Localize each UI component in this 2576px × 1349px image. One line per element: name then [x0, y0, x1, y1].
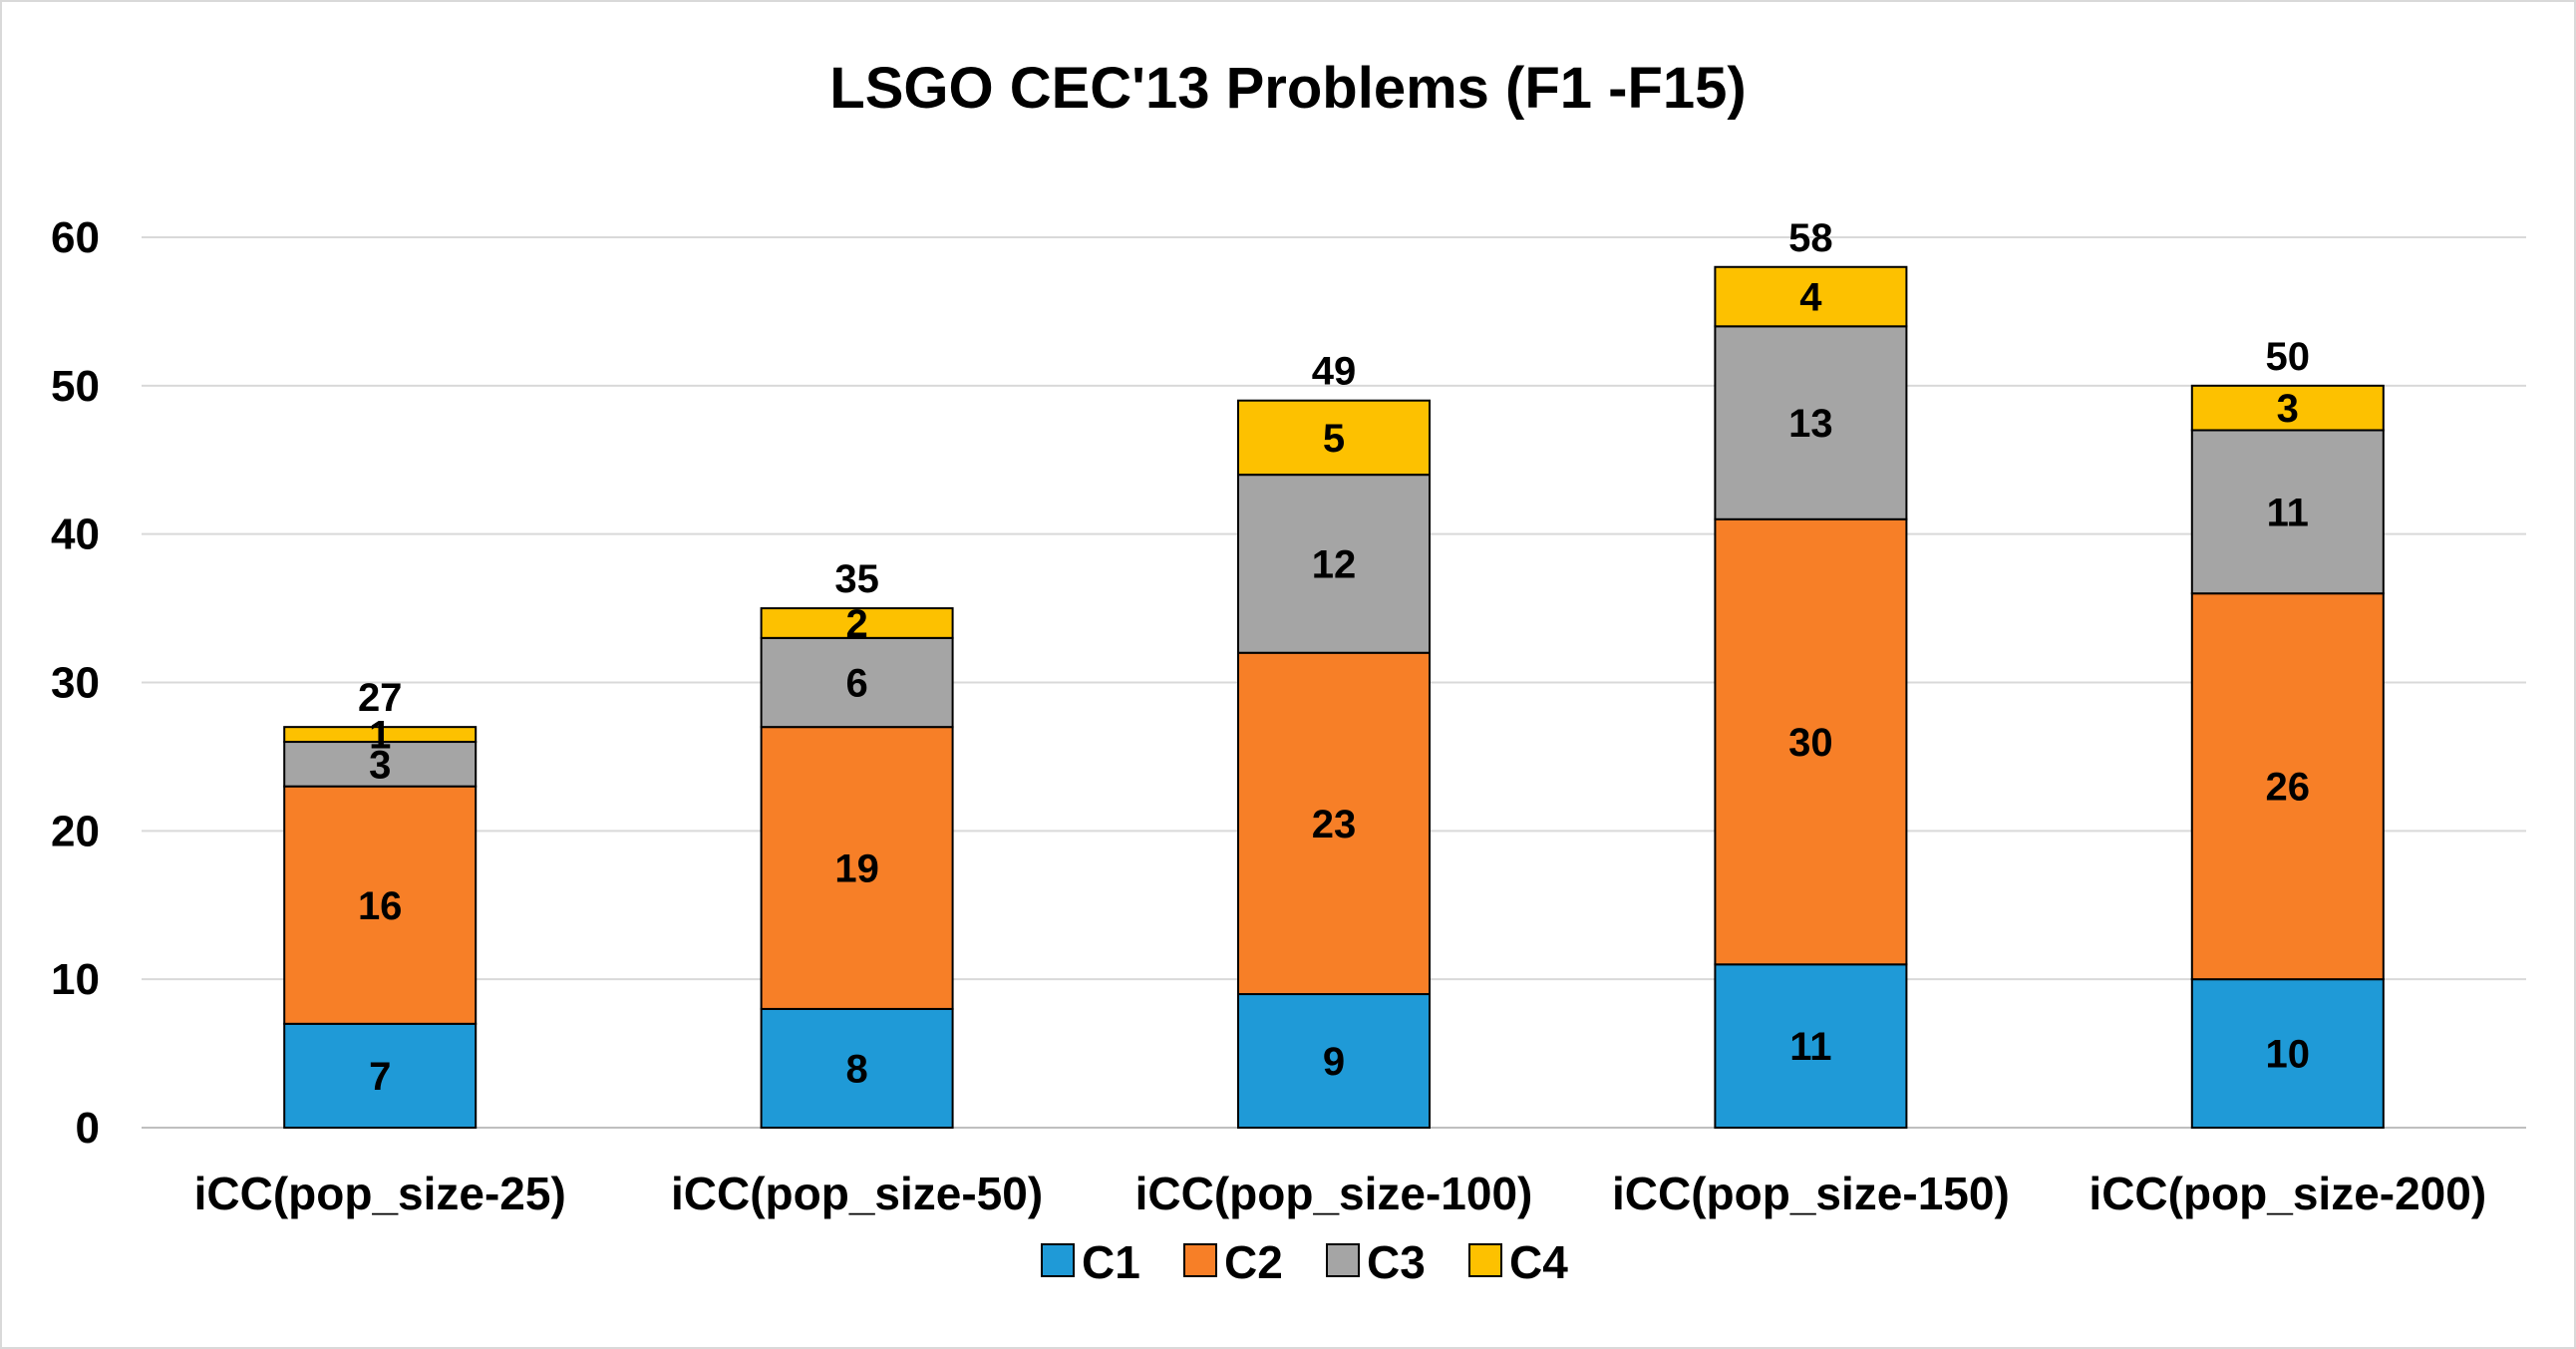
legend-swatch-c1: [1041, 1243, 1075, 1277]
legend-label-c4: C4: [1509, 1236, 1568, 1288]
data-label: 16: [358, 884, 403, 928]
bar-segment-c4: [283, 726, 478, 744]
bar-segment-c2: [1714, 517, 1908, 966]
y-tick-label: 20: [51, 807, 100, 855]
bar-segment-c3: [2190, 429, 2385, 595]
bar-segment-c2: [283, 785, 478, 1025]
legend-label-c1: C1: [1082, 1236, 1140, 1288]
data-label: 19: [834, 847, 879, 891]
bar-segment-c4: [1237, 399, 1431, 477]
data-label: 12: [1312, 542, 1357, 586]
data-label: 4: [1799, 276, 1822, 320]
data-label: 5: [1323, 417, 1345, 461]
legend: C1 C2 C3 C4: [1041, 1236, 1568, 1288]
x-tick-label: iCC(pop_size-50): [671, 1168, 1043, 1219]
y-tick-label: 50: [51, 362, 100, 411]
bar-segment-c2: [760, 726, 954, 1010]
total-label: 50: [2266, 335, 2311, 379]
total-label: 27: [358, 676, 403, 720]
y-tick-label: 60: [51, 213, 100, 262]
total-label: 49: [1312, 350, 1357, 394]
legend-swatch-c2: [1183, 1243, 1217, 1277]
data-label: 10: [2266, 1033, 2311, 1077]
data-label: 11: [2267, 491, 2309, 534]
bar-segment-c2: [1237, 651, 1431, 996]
x-tick-label: iCC(pop_size-150): [1612, 1168, 2010, 1219]
legend-label-c3: C3: [1367, 1236, 1426, 1288]
data-label: 6: [845, 662, 867, 706]
bar-segment-c3: [1237, 474, 1431, 654]
y-tick-label: 40: [51, 510, 100, 559]
bar-segment-c4: [1714, 265, 1908, 328]
bar-segment-c1: [283, 1022, 478, 1129]
legend-swatch-c3: [1326, 1243, 1360, 1277]
bar-segment-c4: [760, 607, 954, 639]
data-label: 30: [1788, 721, 1833, 765]
bar-segment-c1: [1237, 993, 1431, 1129]
bar-segment-c4: [2190, 384, 2385, 432]
data-label: 11: [1789, 1025, 1831, 1069]
data-label: 2: [845, 602, 867, 646]
data-label: 1: [369, 714, 391, 758]
y-tick-label: 30: [51, 659, 100, 708]
bar-segment-c3: [760, 636, 954, 729]
x-tick-label: iCC(pop_size-200): [2089, 1168, 2486, 1219]
chart-title: LSGO CEC'13 Problems (F1 -F15): [829, 56, 1746, 121]
bar-segment-c3: [1714, 325, 1908, 520]
data-label: 3: [369, 743, 391, 787]
x-tick-label: iCC(pop_size-100): [1135, 1168, 1533, 1219]
data-label: 7: [369, 1055, 391, 1099]
data-label: 9: [1323, 1040, 1345, 1084]
legend-label-c2: C2: [1224, 1236, 1283, 1288]
data-label: 13: [1788, 402, 1833, 446]
x-tick-label: iCC(pop_size-25): [194, 1168, 566, 1219]
data-label: 26: [2266, 766, 2311, 810]
total-label: 58: [1788, 216, 1833, 260]
bar-segment-c1: [760, 1007, 954, 1130]
bar-segment-c1: [2190, 978, 2385, 1130]
data-label: 3: [2277, 387, 2299, 431]
x-axis-categories: iCC(pop_size-25) iCC(pop_size-50) iCC(pop_…: [194, 1168, 2487, 1219]
data-label: 8: [845, 1047, 867, 1091]
bar-segment-c1: [1714, 963, 1908, 1129]
data-label: 23: [1312, 803, 1357, 846]
y-tick-label: 10: [51, 955, 100, 1004]
y-axis-ticks: 0 10 20 30 40 50 60: [51, 213, 100, 1153]
legend-swatch-c4: [1468, 1243, 1502, 1277]
bar-segment-c2: [2190, 592, 2385, 981]
total-label: 35: [834, 557, 879, 601]
y-tick-label: 0: [76, 1104, 100, 1153]
